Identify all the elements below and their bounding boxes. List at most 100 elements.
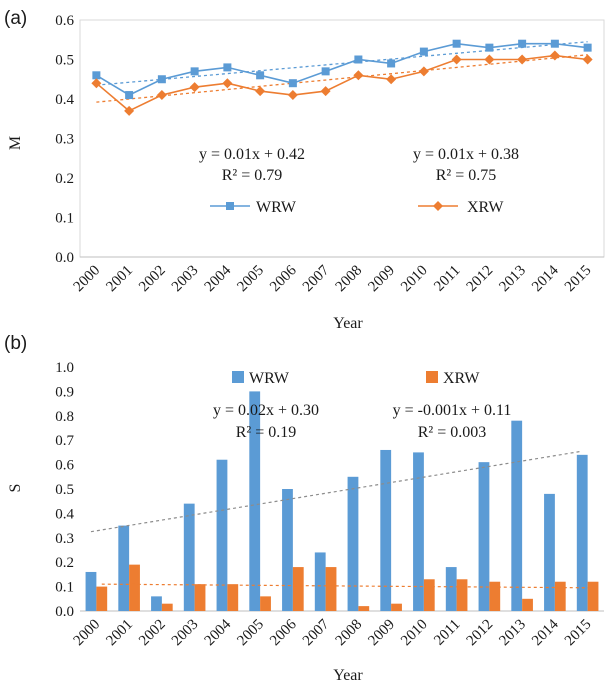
panel-a-x-ticks: 2000 2001 2002 2003 2004 2005 2006 2007 2008 2009… bbox=[71, 262, 595, 295]
x-tick-label: 2007 bbox=[300, 616, 333, 649]
wrw-bar bbox=[216, 459, 228, 611]
y-tick-label: 0.1 bbox=[55, 580, 74, 596]
xrw-trendline bbox=[101, 583, 594, 589]
y-tick-label: 0.3 bbox=[55, 132, 74, 148]
wrw-point bbox=[92, 71, 101, 80]
y-tick-label: 0.4 bbox=[55, 92, 74, 108]
xrw-trendline bbox=[96, 54, 588, 103]
wrw-bar bbox=[347, 476, 359, 611]
panel-b-bars bbox=[85, 391, 599, 611]
y-tick-label: 0.5 bbox=[55, 482, 74, 498]
wrw-bar bbox=[445, 567, 457, 611]
wrw-bar bbox=[249, 391, 261, 611]
y-tick-label: 0.1 bbox=[55, 211, 74, 227]
panel-b: (b) 0.0 0.1 0.2 0.3 0.4 0.5 0.6 0.7 0.8 0.9 1.0 20… bbox=[4, 333, 604, 684]
xrw-bar bbox=[292, 567, 304, 611]
panel-a-series bbox=[91, 39, 593, 116]
y-tick-label: 0.9 bbox=[55, 384, 74, 400]
x-tick-label: 2003 bbox=[169, 263, 202, 296]
x-tick-label: 2011 bbox=[431, 263, 463, 295]
x-tick-label: 2001 bbox=[103, 263, 136, 296]
x-tick-label: 2005 bbox=[234, 617, 267, 650]
y-tick-label: 0.0 bbox=[55, 604, 74, 620]
xrw-point bbox=[451, 54, 462, 65]
panel-a: (a) 0.00.10.20.30.40.50.6 2000 2001 2002 20… bbox=[4, 8, 605, 332]
panel-b-legend: WRW XRW bbox=[232, 370, 480, 387]
xrw-point bbox=[255, 86, 266, 97]
xrw-point bbox=[124, 105, 135, 116]
xrw-point bbox=[156, 90, 167, 101]
xrw-bar bbox=[129, 564, 140, 611]
legend-b-xrw-swatch bbox=[426, 371, 438, 383]
x-tick-label: 2008 bbox=[333, 617, 366, 650]
y-tick-label: 1.0 bbox=[55, 360, 74, 376]
x-tick-label: 2003 bbox=[169, 617, 202, 650]
xrw-bar bbox=[161, 603, 173, 611]
xrw-bar bbox=[554, 581, 566, 611]
wrw-point bbox=[354, 55, 363, 64]
x-tick-label: 2004 bbox=[202, 262, 235, 295]
y-tick-label: 0.5 bbox=[55, 53, 74, 69]
wrw-point bbox=[157, 75, 166, 84]
y-tick-label: 0.8 bbox=[55, 409, 74, 425]
y-tick-label: 0.4 bbox=[55, 506, 74, 522]
xrw-point bbox=[549, 50, 560, 61]
panel-b-xrw-equation: y = -0.001x + 0.11 bbox=[393, 402, 512, 419]
xrw-point bbox=[353, 70, 364, 81]
x-tick-label: 2000 bbox=[71, 617, 104, 650]
wrw-point bbox=[387, 59, 396, 68]
wrw-bar bbox=[576, 454, 588, 611]
wrw-bar bbox=[511, 420, 523, 611]
wrw-point bbox=[452, 39, 461, 48]
x-tick-label: 2008 bbox=[333, 263, 366, 296]
wrw-point bbox=[583, 43, 592, 52]
panel-b-trendlines bbox=[90, 450, 594, 589]
x-tick-label: 2012 bbox=[464, 263, 497, 296]
panel-a-x-label: Year bbox=[333, 315, 363, 332]
wrw-point bbox=[419, 47, 428, 56]
wrw-point bbox=[288, 79, 297, 88]
wrw-point bbox=[256, 71, 265, 80]
y-tick-label: 0.6 bbox=[55, 13, 74, 29]
xrw-point bbox=[582, 54, 593, 65]
wrw-bar bbox=[380, 449, 392, 611]
xrw-bar bbox=[391, 603, 402, 611]
legend-xrw-diamond-marker bbox=[433, 201, 443, 211]
panel-b-label: (b) bbox=[4, 333, 27, 354]
x-tick-label: 2013 bbox=[496, 617, 529, 650]
xrw-series-line bbox=[95, 54, 588, 112]
xrw-point bbox=[222, 78, 233, 89]
x-tick-label: 2009 bbox=[365, 263, 398, 296]
legend-b-xrw-label: XRW bbox=[443, 370, 480, 387]
panel-b-wrw-r2: R² = 0.19 bbox=[236, 424, 297, 441]
legend-b-wrw-swatch bbox=[232, 371, 244, 383]
xrw-point bbox=[320, 86, 331, 97]
x-tick-label: 2005 bbox=[234, 263, 267, 296]
xrw-point bbox=[484, 54, 495, 65]
wrw-trendline bbox=[90, 450, 583, 533]
panel-a-legend: WRW XRW bbox=[210, 199, 504, 216]
wrw-series-line bbox=[95, 42, 588, 96]
panel-a-plot-frame bbox=[79, 19, 605, 258]
xrw-bar bbox=[587, 581, 599, 611]
x-tick-label: 2011 bbox=[431, 617, 463, 649]
wrw-trendline bbox=[96, 41, 588, 86]
wrw-bar bbox=[151, 596, 162, 611]
xrw-bar bbox=[456, 579, 468, 611]
xrw-point bbox=[189, 82, 200, 93]
xrw-bar bbox=[325, 567, 337, 611]
x-tick-label: 2013 bbox=[496, 263, 529, 296]
panel-b-y-ticks: 0.0 0.1 0.2 0.3 0.4 0.5 0.6 0.7 0.8 0.9 1.0 bbox=[55, 360, 74, 620]
panel-a-trendlines bbox=[96, 41, 588, 103]
x-tick-label: 2004 bbox=[202, 616, 235, 649]
y-tick-label: 0.7 bbox=[55, 433, 74, 449]
x-tick-label: 2000 bbox=[71, 263, 104, 296]
y-tick-label: 0.0 bbox=[55, 250, 74, 266]
x-tick-label: 2015 bbox=[562, 263, 595, 296]
x-tick-label: 2009 bbox=[365, 617, 398, 650]
panel-a-wrw-r2: R² = 0.79 bbox=[222, 167, 283, 184]
panel-b-x-ticks: 2000 2001 2002 2003 2004 2005 2006 2007 2008 2009… bbox=[71, 616, 595, 649]
xrw-point bbox=[418, 66, 429, 77]
wrw-bar bbox=[314, 552, 326, 611]
